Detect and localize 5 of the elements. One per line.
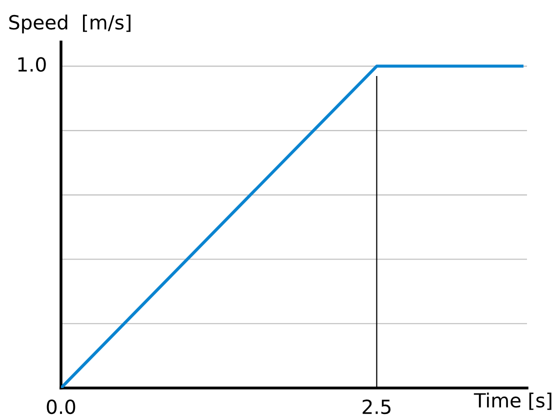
y-axis-title: Speed [m/s] xyxy=(9,14,130,34)
x-axis-title: Time [s] xyxy=(474,392,552,410)
x-tick-label: 0.0 xyxy=(46,399,76,414)
x-tick-label: 2.5 xyxy=(362,399,390,414)
text: 1.0 xyxy=(18,57,46,72)
